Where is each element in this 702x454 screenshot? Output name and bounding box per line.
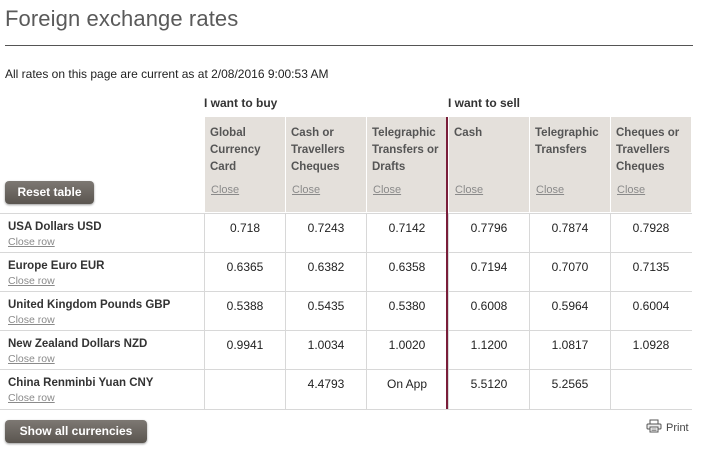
rate-cell: 1.0928 xyxy=(610,331,691,370)
rate-cell: 0.7142 xyxy=(366,214,447,253)
table-row: New Zealand Dollars NZD Close row 0.9941… xyxy=(0,330,692,370)
rate-cell: 0.6365 xyxy=(204,253,285,292)
column-header-label: Cheques or Travellers Cheques xyxy=(616,127,680,173)
rate-cell xyxy=(204,370,285,409)
rate-cell: 0.6008 xyxy=(448,292,529,331)
rate-cell: 5.5120 xyxy=(448,370,529,409)
close-row-link[interactable]: Close row xyxy=(8,392,55,404)
column-header-sell-cash: Cash Close xyxy=(448,117,529,212)
currency-name: USA Dollars USD xyxy=(8,221,102,233)
print-link[interactable]: Print xyxy=(646,419,689,436)
column-header-sell-cheques: Cheques or Travellers Cheques Close xyxy=(610,117,691,212)
table-row: United Kingdom Pounds GBP Close row 0.53… xyxy=(0,291,692,331)
rate-cell: 0.9941 xyxy=(204,331,285,370)
column-header-buy-cash: Cash or Travellers Cheques Close xyxy=(285,117,366,212)
rate-cell: 4.4793 xyxy=(285,370,366,409)
group-label-buy: I want to buy xyxy=(204,96,278,110)
rate-cell: 1.0817 xyxy=(529,331,610,370)
rate-cell: 0.5388 xyxy=(204,292,285,331)
rate-cell: 0.7194 xyxy=(448,253,529,292)
rate-cell: 1.0020 xyxy=(366,331,447,370)
printer-icon xyxy=(646,419,662,436)
rate-cell: 1.0034 xyxy=(285,331,366,370)
rate-cell: 0.5380 xyxy=(366,292,447,331)
close-column-link[interactable]: Close xyxy=(211,184,240,196)
rate-cell: 0.5435 xyxy=(285,292,366,331)
column-header-label: Cash xyxy=(454,127,483,139)
rate-cell: 0.7135 xyxy=(610,253,691,292)
currency-name: Europe Euro EUR xyxy=(8,260,105,272)
table-row: USA Dollars USD Close row 0.718 0.7243 0… xyxy=(0,213,692,253)
column-header-global-currency-card: Global Currency Card Close xyxy=(204,117,285,212)
close-row-link[interactable]: Close row xyxy=(8,353,55,365)
show-all-currencies-button[interactable]: Show all currencies xyxy=(5,420,147,443)
currency-name: United Kingdom Pounds GBP xyxy=(8,299,171,311)
rate-cell: 5.2565 xyxy=(529,370,610,409)
rate-cell: 0.7874 xyxy=(529,214,610,253)
rate-cell: 0.7928 xyxy=(610,214,691,253)
column-header-label: Telegraphic Transfers or Drafts xyxy=(372,127,439,173)
group-label-sell: I want to sell xyxy=(448,96,521,110)
close-row-link[interactable]: Close row xyxy=(8,236,55,248)
page-title: Foreign exchange rates xyxy=(5,6,239,31)
rate-cell: 1.1200 xyxy=(448,331,529,370)
rates-timestamp: All rates on this page are current as at… xyxy=(5,67,329,81)
rate-cell: 0.6358 xyxy=(366,253,447,292)
currency-name: New Zealand Dollars NZD xyxy=(8,338,148,350)
title-rule xyxy=(5,45,693,46)
close-row-link[interactable]: Close row xyxy=(8,275,55,287)
currency-name: China Renminbi Yuan CNY xyxy=(8,377,154,389)
rate-cell: 0.7243 xyxy=(285,214,366,253)
close-row-link[interactable]: Close row xyxy=(8,314,55,326)
column-header-label: Telegraphic Transfers xyxy=(535,127,599,156)
rate-cell: 0.6004 xyxy=(610,292,691,331)
rate-cell: 0.7070 xyxy=(529,253,610,292)
table-row: China Renminbi Yuan CNY Close row 4.4793… xyxy=(0,369,692,409)
print-label: Print xyxy=(666,421,689,434)
column-header-sell-telegraphic: Telegraphic Transfers Close xyxy=(529,117,610,212)
rate-cell: 0.6382 xyxy=(285,253,366,292)
table-bottom-border xyxy=(0,409,692,410)
rate-cell: 0.5964 xyxy=(529,292,610,331)
rate-cell: On App xyxy=(366,370,447,409)
rate-cell: 0.718 xyxy=(204,214,285,253)
close-column-link[interactable]: Close xyxy=(536,184,565,196)
rate-cell: 0.7796 xyxy=(448,214,529,253)
column-header-label: Cash or Travellers Cheques xyxy=(291,127,345,173)
buy-sell-divider xyxy=(446,117,448,409)
close-column-link[interactable]: Close xyxy=(455,184,484,196)
close-column-link[interactable]: Close xyxy=(373,184,402,196)
table-row: Europe Euro EUR Close row 0.6365 0.6382 … xyxy=(0,252,692,292)
rate-cell xyxy=(610,370,691,409)
close-column-link[interactable]: Close xyxy=(617,184,646,196)
close-column-link[interactable]: Close xyxy=(292,184,321,196)
reset-table-button[interactable]: Reset table xyxy=(5,181,94,204)
column-header-label: Global Currency Card xyxy=(210,127,261,173)
column-header-buy-telegraphic: Telegraphic Transfers or Drafts Close xyxy=(366,117,447,212)
